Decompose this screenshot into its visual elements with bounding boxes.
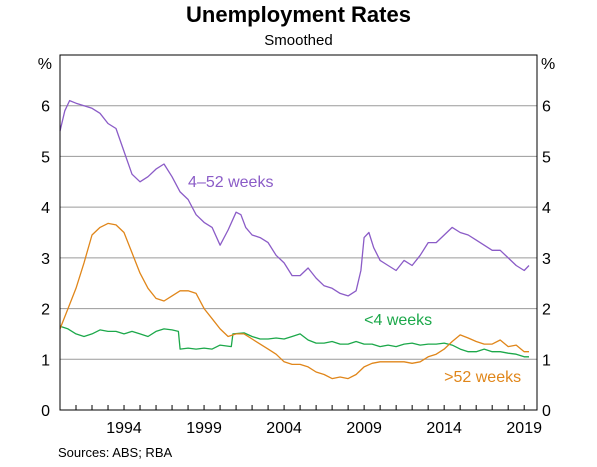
series-lines <box>59 99 530 380</box>
chart-title: Unemployment Rates <box>186 2 411 27</box>
y-tick-label-left: 5 <box>41 149 50 166</box>
plot-frame <box>59 54 538 411</box>
x-tick-label: 2004 <box>266 420 302 437</box>
y-tick-label-right: 6 <box>542 99 551 116</box>
y-unit-right: % <box>541 56 555 73</box>
y-unit-left: % <box>38 56 52 73</box>
axis-labels: 0 0 1 1 2 2 3 3 4 4 5 5 6 6% % 1994 1999 2004 2009 2014 2019 <box>38 56 555 437</box>
y-tick-label-right: 1 <box>542 352 551 369</box>
y-tick-label-left: 1 <box>41 352 50 369</box>
series-line <box>59 99 530 297</box>
x-tick-label: 2019 <box>506 420 542 437</box>
series-labels: 4–52 weeks <4 weeks >52 weeks <box>188 174 521 386</box>
y-tick-label-left: 3 <box>41 251 50 268</box>
y-tick-label-left: 4 <box>41 200 50 217</box>
series-line <box>59 325 529 358</box>
y-tick-label-right: 4 <box>542 200 551 217</box>
y-tick-label-right: 0 <box>542 403 551 420</box>
series-line <box>59 222 529 380</box>
x-tick-label: 1999 <box>186 420 222 437</box>
y-tick-label-left: 0 <box>41 403 50 420</box>
x-tick-label: 1994 <box>106 420 142 437</box>
y-tick-label-right: 5 <box>542 149 551 166</box>
y-tick-label-right: 2 <box>542 302 551 319</box>
x-tick-label: 2009 <box>346 420 382 437</box>
x-tick-label: 2014 <box>426 420 462 437</box>
series-label: >52 weeks <box>444 369 521 386</box>
source-note: Sources: ABS; RBA <box>58 445 173 460</box>
chart-subtitle: Smoothed <box>264 32 333 49</box>
y-tick-label-left: 2 <box>41 302 50 319</box>
y-tick-label-left: 6 <box>41 99 50 116</box>
series-label: 4–52 weeks <box>188 174 273 191</box>
series-label: <4 weeks <box>364 312 432 329</box>
y-tick-label-right: 3 <box>542 251 551 268</box>
gridlines <box>60 105 537 360</box>
